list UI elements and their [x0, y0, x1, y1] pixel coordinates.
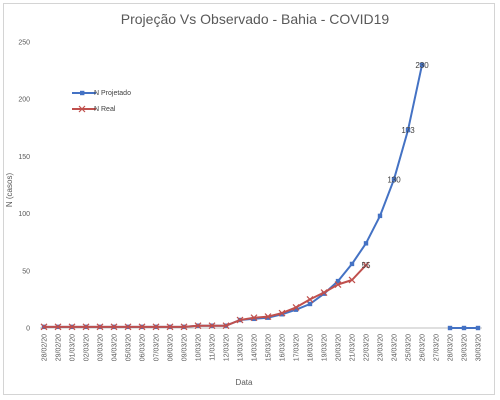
x-tick-label: 07/03/20 — [154, 334, 161, 361]
x-axis-label: Data — [236, 378, 253, 387]
y-tick-label: 0 — [26, 326, 30, 333]
x-tick-label: 20/03/20 — [336, 334, 343, 361]
x-tick-label: 14/03/20 — [252, 334, 259, 361]
data-point-projetado — [321, 291, 327, 296]
y-tick-label: 50 — [22, 268, 30, 275]
y-tick-label: 200 — [18, 97, 30, 104]
data-point-real — [180, 323, 188, 331]
data-point-projetado — [335, 278, 341, 284]
data-point-real — [250, 314, 258, 322]
data-point-projetado — [363, 241, 369, 246]
x-tick-label: 02/03/20 — [84, 334, 91, 361]
x-tick-label: 27/03/20 — [434, 334, 441, 361]
x-tick-label: 24/03/20 — [392, 334, 399, 361]
data-point-projetado — [475, 325, 481, 331]
x-tick-label: 25/03/20 — [406, 334, 413, 361]
data-point-real — [138, 323, 146, 331]
x-tick-label: 29/03/20 — [462, 334, 469, 361]
y-axis-label: N (casos) — [5, 173, 14, 208]
data-point-real — [54, 323, 62, 331]
x-tick-label: 28/03/20 — [448, 334, 455, 361]
data-label: 130 — [387, 175, 401, 184]
x-tick-label: 04/03/20 — [112, 334, 119, 361]
data-point-real — [222, 322, 230, 330]
data-point-real — [236, 316, 244, 324]
x-tick-label: 18/03/20 — [308, 334, 315, 361]
data-point-real — [334, 281, 342, 288]
data-point-projetado — [293, 307, 299, 312]
data-point-real — [82, 323, 90, 331]
x-tick-label: 21/03/20 — [350, 334, 357, 361]
y-tick-label: 250 — [18, 40, 30, 47]
series-line-real — [44, 264, 367, 328]
data-point-real — [96, 323, 104, 331]
data-point-projetado — [307, 301, 313, 307]
chart-frame — [3, 3, 495, 395]
x-tick-label: 03/03/20 — [98, 334, 105, 361]
x-tick-label: 08/03/20 — [168, 334, 175, 361]
legend-label-real: N Real — [94, 106, 116, 113]
x-tick-label: 17/03/20 — [294, 334, 301, 361]
data-point-projetado — [279, 312, 285, 317]
data-point-real — [110, 323, 118, 331]
data-point-real — [348, 276, 356, 284]
x-tick-label: 26/03/20 — [420, 334, 427, 361]
data-point-projetado — [251, 316, 257, 322]
legend-marker-projetado — [80, 90, 85, 96]
x-tick-label: 05/03/20 — [126, 334, 133, 361]
data-point-real — [320, 289, 328, 296]
x-tick-label: 10/03/20 — [196, 334, 203, 361]
data-point-real — [152, 323, 160, 331]
x-tick-label: 06/03/20 — [140, 334, 147, 361]
x-tick-label: 29/02/20 — [56, 334, 63, 361]
x-tick-label: 22/03/20 — [364, 334, 371, 361]
x-tick-label: 09/03/20 — [182, 334, 189, 361]
x-tick-label: 30/03/20 — [476, 334, 483, 361]
data-point-projetado — [349, 261, 355, 267]
legend-marker-real — [78, 105, 86, 113]
data-point-projetado — [391, 177, 397, 182]
series-line-projetado — [44, 64, 423, 328]
legend-label-projetado: N Projetado — [94, 90, 131, 97]
data-point-projetado — [419, 62, 425, 68]
data-point-real — [278, 309, 286, 317]
data-point-real — [264, 313, 272, 320]
data-point-projetado — [377, 213, 383, 219]
data-point-projetado — [405, 127, 411, 133]
data-point-projetado — [447, 325, 453, 331]
x-tick-label: 12/03/20 — [224, 334, 231, 361]
x-tick-label: 01/03/20 — [70, 334, 77, 361]
data-point-real — [124, 323, 132, 331]
data-point-real — [166, 323, 174, 331]
x-tick-label: 19/03/20 — [322, 334, 329, 361]
data-point-real — [40, 323, 48, 331]
data-point-projetado — [265, 315, 271, 320]
y-tick-label: 100 — [18, 211, 30, 218]
data-label: 230 — [415, 61, 429, 70]
x-tick-label: 11/03/20 — [210, 334, 217, 361]
data-point-real — [362, 261, 370, 269]
x-tick-label: 23/03/20 — [378, 334, 385, 361]
y-tick-label: 150 — [18, 154, 30, 161]
x-tick-label: 28/02/20 — [42, 334, 49, 361]
data-point-real — [194, 322, 202, 330]
data-point-real — [292, 303, 300, 311]
data-point-real — [68, 323, 76, 331]
data-label: 55 — [362, 261, 371, 270]
data-point-real — [208, 322, 216, 330]
data-label: 173 — [401, 126, 415, 135]
x-tick-label: 16/03/20 — [280, 334, 287, 361]
data-point-real — [306, 295, 314, 303]
data-point-projetado — [461, 325, 467, 331]
chart-title: Projeção Vs Observado - Bahia - COVID19 — [121, 11, 390, 27]
x-tick-label: 13/03/20 — [238, 334, 245, 361]
x-tick-label: 15/03/20 — [266, 334, 273, 361]
